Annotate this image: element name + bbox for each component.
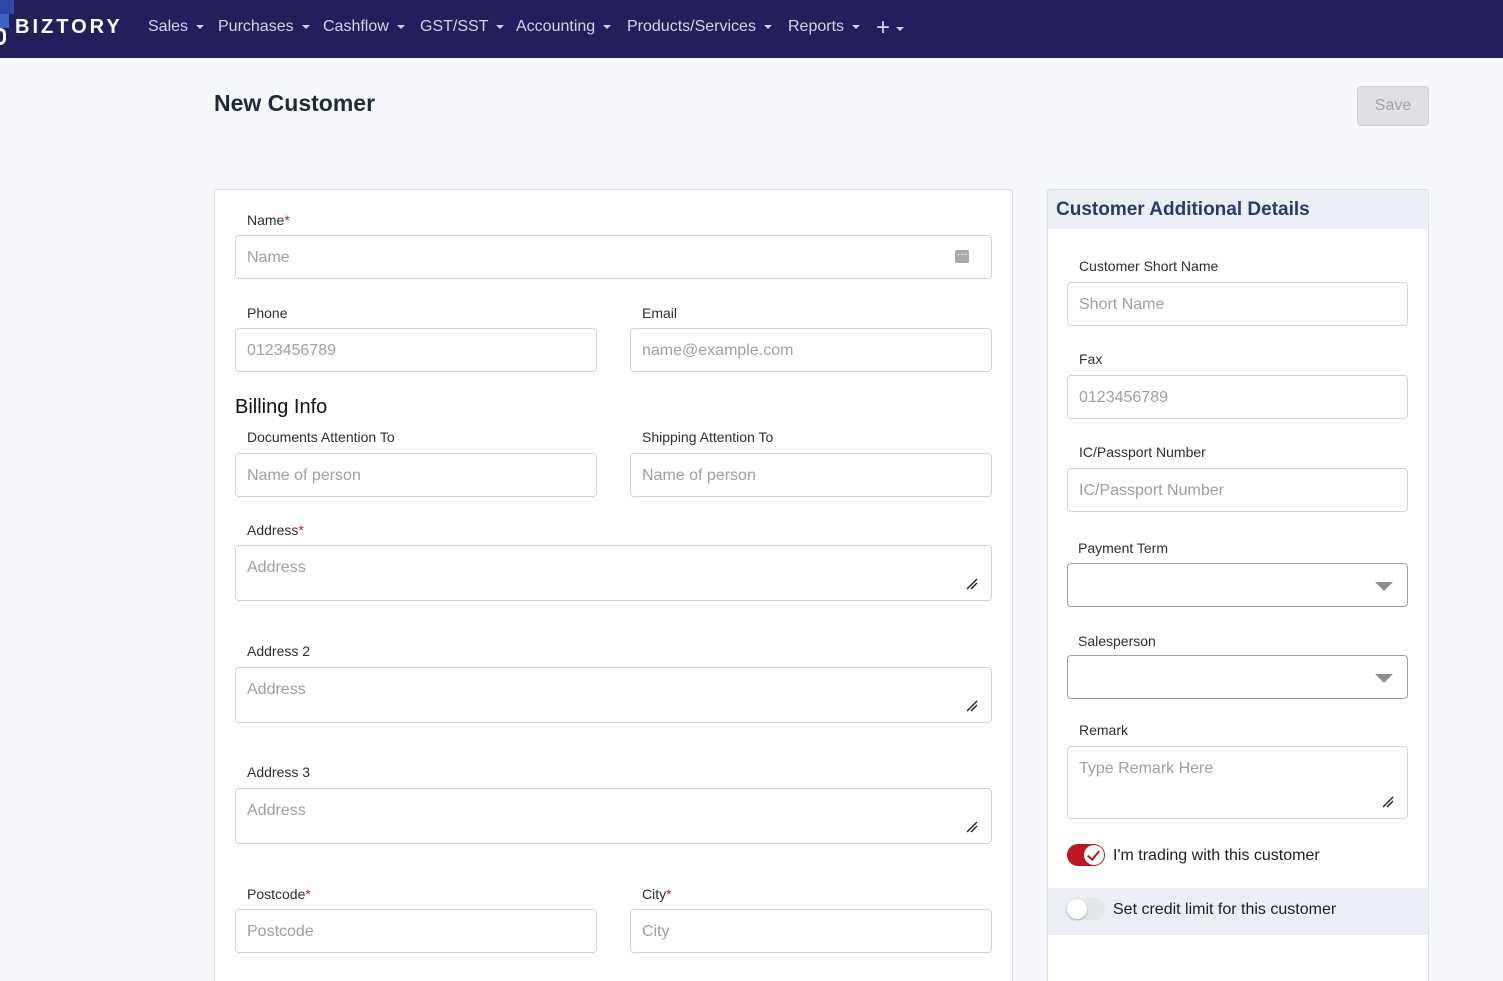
short-name-input[interactable]: Short Name [1067,282,1408,326]
ic-passport-label: IC/Passport Number [1079,444,1206,460]
resize-handle-icon[interactable] [966,700,978,712]
nav-accounting[interactable]: Accounting [516,18,612,36]
save-button[interactable]: Save [1357,86,1429,126]
name-input[interactable]: Name [235,235,992,279]
resize-handle-icon[interactable] [966,578,978,590]
fax-input[interactable]: 0123456789 [1067,375,1408,419]
chevron-down-icon [196,24,205,29]
documents-attention-label: Documents Attention To [247,429,395,445]
city-input[interactable]: City [630,909,992,953]
remark-textarea[interactable]: Type Remark Here [1067,746,1408,819]
chevron-down-icon [896,26,905,31]
nav-sales[interactable]: Sales [148,18,205,36]
plus-icon: + [876,14,891,41]
customer-form-card: Name* Name Phone 0123456789 Email name@e… [214,189,1013,981]
nav-add-menu[interactable]: + [876,14,905,42]
nav-reports[interactable]: Reports [788,18,861,36]
chevron-down-icon [763,24,772,29]
email-input[interactable]: name@example.com [630,328,992,372]
address2-label: Address 2 [247,643,311,659]
shipping-attention-input[interactable]: Name of person [630,453,992,497]
address3-textarea[interactable]: Address [235,788,992,844]
address-textarea[interactable]: Address [235,545,992,601]
nav-cashflow[interactable]: Cashflow [323,18,405,36]
chevron-down-icon [496,24,505,29]
short-name-label: Customer Short Name [1079,258,1219,274]
payment-term-label: Payment Term [1078,540,1168,556]
resize-handle-icon[interactable] [1382,796,1394,808]
postcode-label: Postcode* [247,886,311,902]
city-label: City* [642,886,672,902]
chevron-down-icon [1375,582,1393,591]
payment-term-select[interactable] [1067,563,1408,607]
nav-purchases[interactable]: Purchases [218,18,310,36]
trading-toggle[interactable] [1067,844,1105,866]
billing-info-heading: Billing Info [235,396,328,418]
phone-input[interactable]: 0123456789 [235,328,597,372]
top-navbar: BIZTORY Sales Purchases Cashflow GST/SST… [0,0,1503,58]
phone-label: Phone [247,305,288,321]
chevron-down-icon [396,24,405,29]
chevron-down-icon [1375,674,1393,683]
keyboard-icon[interactable] [955,244,969,263]
ic-passport-input[interactable]: IC/Passport Number [1067,468,1408,512]
chevron-down-icon [852,24,861,29]
check-icon [1084,845,1104,865]
credit-limit-toggle[interactable] [1067,898,1105,920]
postcode-input[interactable]: Postcode [235,909,597,953]
email-label: Email [642,305,678,321]
shipping-attention-label: Shipping Attention To [642,429,774,445]
remark-label: Remark [1079,722,1129,738]
nav-products-services[interactable]: Products/Services [627,18,772,36]
panel-header: Customer Additional Details [1048,190,1428,229]
credit-limit-toggle-label: Set credit limit for this customer [1113,901,1337,918]
chevron-down-icon [603,24,612,29]
fax-label: Fax [1079,351,1103,367]
name-label: Name* [247,212,290,228]
brand-logo[interactable]: BIZTORY [15,16,123,38]
nav-gst-sst[interactable]: GST/SST [420,18,505,36]
additional-details-panel: Customer Additional Details Customer Sho… [1047,189,1429,981]
address-label: Address* [247,522,304,538]
resize-handle-icon[interactable] [966,821,978,833]
salesperson-label: Salesperson [1078,633,1156,649]
address3-label: Address 3 [247,764,311,780]
trading-toggle-label: I'm trading with this customer [1113,847,1320,864]
biztory-logo-icon [0,0,14,45]
page-title: New Customer [214,90,376,116]
credit-limit-row: Set credit limit for this customer [1048,888,1428,935]
panel-title: Customer Additional Details [1056,199,1310,220]
address2-textarea[interactable]: Address [235,667,992,723]
documents-attention-input[interactable]: Name of person [235,453,597,497]
salesperson-select[interactable] [1067,655,1408,699]
chevron-down-icon [301,24,310,29]
